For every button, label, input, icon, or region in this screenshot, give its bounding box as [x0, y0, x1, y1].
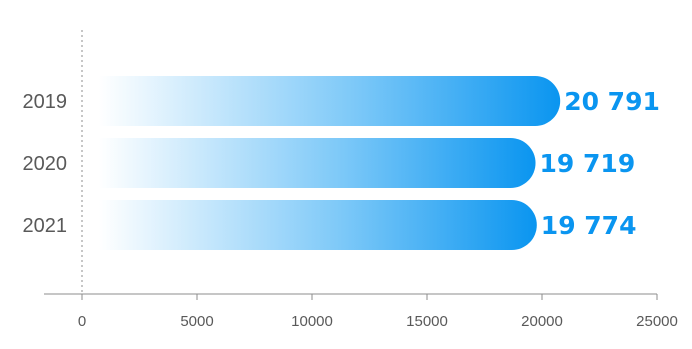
value-label: 20 791	[564, 87, 660, 116]
bar-2021	[99, 200, 537, 250]
value-label: 19 774	[541, 211, 637, 240]
x-tick-label: 15000	[406, 313, 448, 330]
category-label: 2020	[23, 153, 68, 175]
x-tick-label: 20000	[521, 313, 563, 330]
category-label: 2021	[23, 215, 68, 237]
bar-2019	[99, 76, 561, 126]
value-label: 19 719	[540, 149, 636, 178]
category-label: 2019	[23, 91, 68, 113]
bar-2020	[99, 138, 536, 188]
x-tick-label: 25000	[636, 313, 678, 330]
x-tick-label: 0	[78, 313, 86, 330]
x-tick-label: 5000	[180, 313, 213, 330]
x-tick-label: 10000	[291, 313, 333, 330]
